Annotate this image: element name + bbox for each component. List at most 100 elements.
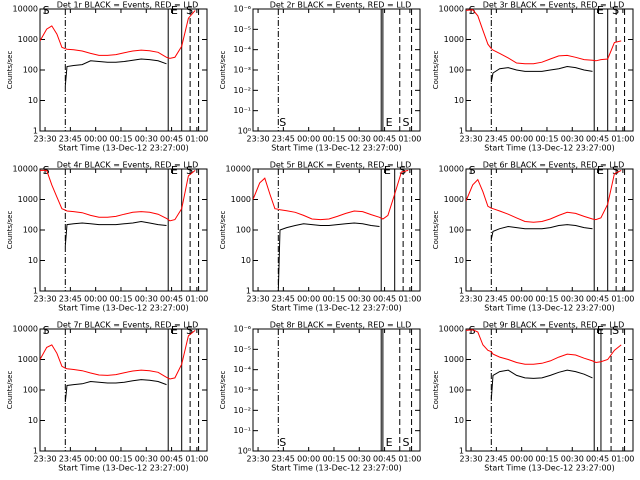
x-tick-label: 00:00: [510, 295, 533, 304]
annotation: E: [171, 4, 178, 17]
x-axis-label: Start Time (13-Dec-12 23:27:00): [271, 464, 402, 473]
x-tick-label: 23:45: [59, 135, 82, 144]
y-tick-label: 10: [454, 96, 464, 105]
y-tick-label: 10⁻³: [233, 66, 251, 75]
y-axis-label: Counts/sec: [219, 211, 227, 250]
panel-title: Det 5r BLACK = Events, RED = LLD: [270, 161, 412, 170]
x-axis-label: Start Time (13-Dec-12 23:27:00): [58, 304, 189, 313]
x-tick-label: 00:30: [561, 455, 584, 464]
x-tick-label: 00:45: [373, 295, 396, 304]
y-tick-label: 10⁻²: [233, 86, 251, 95]
x-tick-label: 00:30: [561, 295, 584, 304]
panel-title: Det 1r BLACK = Events, RED = LLD: [57, 1, 199, 10]
panel-title: Det 3r BLACK = Events, RED = LLD: [483, 1, 625, 10]
panel: Det 5r BLACK = Events, RED = LLD Start Ti…: [219, 161, 421, 313]
y-tick-label: 100: [236, 226, 251, 235]
panel-title: Det 8r BLACK = Events, RED = LLD: [270, 321, 412, 330]
y-tick-label: 10: [28, 256, 38, 265]
annotation: S: [43, 4, 50, 17]
annotation: S: [469, 324, 476, 337]
data-line: [64, 58, 167, 86]
x-axis-label: Start Time (13-Dec-12 23:27:00): [271, 144, 402, 153]
x-tick-label: 01:00: [398, 455, 421, 464]
y-tick-label: 1: [33, 287, 38, 296]
y-tick-label: 10⁻²: [233, 406, 251, 415]
x-tick-label: 00:00: [84, 295, 107, 304]
x-tick-label: 00:30: [348, 135, 371, 144]
x-tick-label: 00:00: [297, 455, 320, 464]
x-tick-label: 00:15: [535, 295, 558, 304]
x-tick-label: 23:45: [272, 295, 295, 304]
data-line: [490, 369, 593, 400]
y-tick-label: 10000: [13, 325, 38, 334]
x-tick-label: 00:30: [135, 455, 158, 464]
annotation: S: [402, 116, 409, 129]
y-tick-label: 100: [23, 66, 38, 75]
y-tick-label: 100: [23, 226, 38, 235]
y-tick-label: 10⁰: [238, 127, 251, 136]
y-tick-label: 10: [454, 256, 464, 265]
annotation: E: [386, 116, 393, 129]
y-tick-label: 10⁻⁶: [233, 325, 251, 334]
y-tick-label: 10000: [226, 165, 251, 174]
x-tick-label: 00:15: [109, 135, 132, 144]
y-tick-label: 1: [459, 447, 464, 456]
x-tick-label: 23:30: [460, 455, 483, 464]
x-tick-label: 01:00: [185, 135, 208, 144]
data-line: [277, 222, 380, 291]
x-tick-label: 23:30: [460, 135, 483, 144]
x-tick-label: 23:30: [460, 295, 483, 304]
y-tick-label: 1000: [231, 195, 251, 204]
x-tick-label: 23:45: [59, 455, 82, 464]
y-tick-label: 10: [241, 256, 251, 265]
y-tick-label: 1: [33, 127, 38, 136]
x-axis-label: Start Time (13-Dec-12 23:27:00): [484, 464, 615, 473]
annotation: E: [597, 4, 604, 17]
x-tick-label: 00:00: [297, 135, 320, 144]
x-tick-label: 01:00: [185, 455, 208, 464]
y-tick-label: 1: [246, 287, 251, 296]
annotation: E: [597, 324, 604, 337]
y-tick-label: 10⁻⁴: [233, 45, 251, 54]
y-tick-label: 10000: [13, 165, 38, 174]
x-axis-label: Start Time (13-Dec-12 23:27:00): [271, 304, 402, 313]
y-tick-label: 1000: [444, 35, 464, 44]
data-line: [490, 224, 593, 240]
x-axis-label: Start Time (13-Dec-12 23:27:00): [484, 304, 615, 313]
annotation: E: [171, 324, 178, 337]
annotation: S: [279, 436, 286, 449]
x-tick-label: 00:00: [510, 135, 533, 144]
data-line: [466, 9, 622, 65]
y-axis-label: Counts/sec: [219, 371, 227, 410]
y-axis-label: Counts/sec: [219, 51, 227, 90]
x-tick-label: 23:30: [247, 135, 270, 144]
panel: Det 6r BLACK = Events, RED = LLD Start Ti…: [432, 161, 634, 313]
x-tick-label: 00:45: [373, 455, 396, 464]
x-tick-label: 23:45: [485, 455, 508, 464]
annotation: S: [186, 4, 193, 17]
panel: Det 4r BLACK = Events, RED = LLD Start Ti…: [6, 161, 208, 313]
annotation: S: [399, 164, 406, 177]
y-tick-label: 10000: [13, 5, 38, 14]
y-tick-label: 1: [33, 447, 38, 456]
y-tick-label: 100: [449, 386, 464, 395]
annotation: S: [43, 324, 50, 337]
x-tick-label: 00:00: [84, 455, 107, 464]
panel: Det 2r BLACK = Events, RED = LLD Start Ti…: [219, 1, 421, 153]
x-tick-label: 23:45: [59, 295, 82, 304]
x-tick-label: 01:00: [398, 135, 421, 144]
y-tick-label: 10⁰: [238, 447, 251, 456]
panel-title: Det 7r BLACK = Events, RED = LLD: [57, 321, 199, 330]
y-tick-label: 10000: [439, 5, 464, 14]
x-tick-label: 00:30: [135, 295, 158, 304]
annotation: E: [597, 164, 604, 177]
x-tick-label: 00:30: [348, 295, 371, 304]
panel-title: Det 6r BLACK = Events, RED = LLD: [483, 161, 625, 170]
x-tick-label: 00:15: [109, 455, 132, 464]
y-tick-label: 100: [449, 66, 464, 75]
panel: Det 7r BLACK = Events, RED = LLD Start Ti…: [6, 321, 208, 473]
x-tick-label: 01:00: [185, 295, 208, 304]
x-tick-label: 01:00: [398, 295, 421, 304]
data-line: [40, 10, 196, 59]
y-tick-label: 10⁻¹: [233, 426, 251, 435]
